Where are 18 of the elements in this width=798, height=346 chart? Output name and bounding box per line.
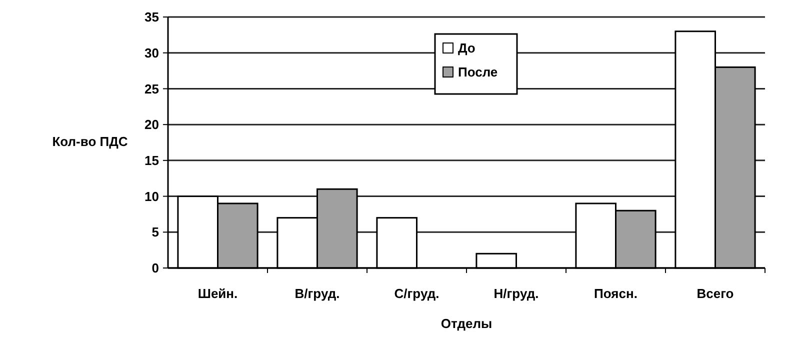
y-tick-label: 0 <box>152 260 159 276</box>
y-tick-label: 5 <box>152 224 159 240</box>
legend-label: До <box>458 40 476 56</box>
x-tick-label: Шейн. <box>198 286 238 301</box>
y-tick-label: 30 <box>144 45 159 60</box>
y-tick-label: 15 <box>144 152 159 168</box>
x-tick-label: В/груд. <box>294 286 340 301</box>
x-tick-label: Н/груд. <box>494 286 539 301</box>
y-tick-label: 25 <box>144 81 159 96</box>
x-tick-label: С/груд. <box>394 286 440 301</box>
x-tick-label: Поясн. <box>594 286 638 301</box>
y-tick-label: 20 <box>144 117 159 132</box>
y-tick-label: 35 <box>144 10 159 25</box>
y-tick-label: 10 <box>144 188 159 204</box>
y-axis-title: Кол-во ПДС <box>52 134 128 149</box>
x-axis-title: Отделы <box>440 316 492 331</box>
legend-label: После <box>458 64 498 80</box>
x-tick-label: Всего <box>696 286 734 301</box>
